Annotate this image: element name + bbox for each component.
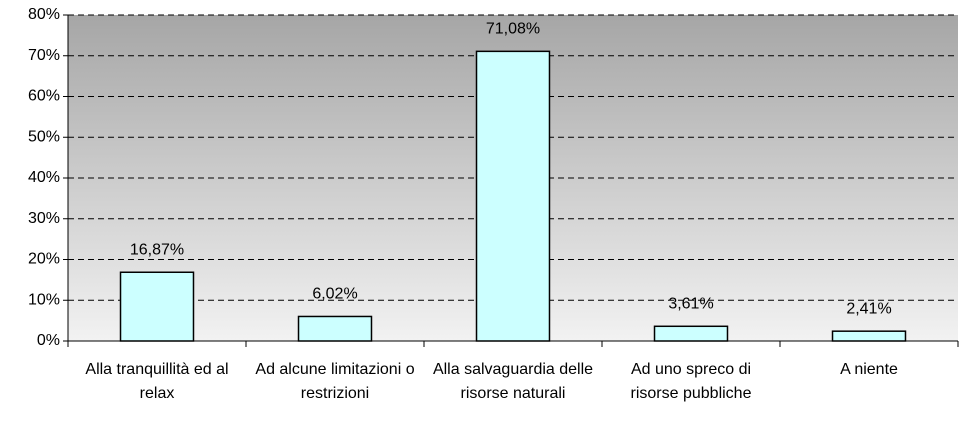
value-label: 6,02% — [312, 286, 357, 303]
y-tick-label: 30% — [28, 210, 60, 227]
value-label: 2,41% — [846, 300, 891, 317]
x-tick-label: Alla salvaguardia delle risorse naturali — [432, 361, 594, 402]
value-label: 16,87% — [130, 241, 184, 258]
y-tick-label: 10% — [28, 291, 60, 308]
value-label: 71,08% — [486, 21, 540, 38]
value-label: 3,61% — [668, 296, 713, 313]
y-tick-label: 0% — [37, 332, 60, 349]
y-tick-label: 40% — [28, 169, 60, 186]
y-tick-label: 60% — [28, 88, 60, 105]
bar — [653, 325, 729, 342]
bar — [475, 50, 551, 342]
y-tick-label: 50% — [28, 128, 60, 145]
bar — [297, 315, 373, 342]
x-tick-label: Ad alcune limitazioni o restrizioni — [255, 361, 415, 402]
x-tick-label: A niente — [840, 361, 898, 378]
y-tick-label: 70% — [28, 47, 60, 64]
x-tick-label: Alla tranquillità ed al relax — [85, 361, 229, 402]
y-tick-label: 20% — [28, 251, 60, 268]
y-tick-label: 80% — [28, 6, 60, 23]
x-tick-label: Ad uno spreco di risorse pubbliche — [630, 361, 752, 402]
bar — [831, 330, 907, 342]
bar — [119, 271, 195, 342]
